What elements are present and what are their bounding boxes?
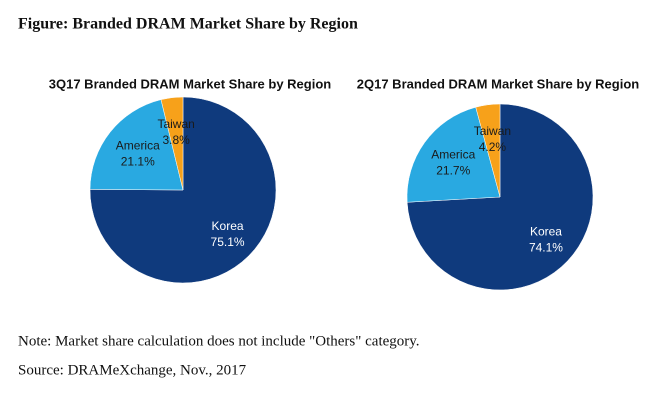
slice-label: Taiwan: [157, 117, 194, 131]
slice-value-label: 4.2%: [479, 140, 507, 154]
pie-slice: [89, 96, 277, 284]
chart-title: 2Q17 Branded DRAM Market Share by Region: [357, 76, 640, 91]
slice-label: Korea: [212, 219, 244, 233]
slice-label: America: [116, 138, 160, 152]
chart-title: 3Q17 Branded DRAM Market Share by Region: [49, 76, 332, 91]
slice-value-label: 3.8%: [162, 133, 190, 147]
slice-value-label: 74.1%: [529, 241, 563, 255]
slice-value-label: 21.7%: [436, 163, 470, 177]
slice-label: Korea: [530, 225, 562, 239]
pie-slice: [475, 103, 501, 198]
source: Source: DRAMeXchange, Nov., 2017: [18, 362, 247, 378]
pie-slice: [89, 99, 184, 191]
figure-title: Figure: Branded DRAM Market Share by Reg…: [18, 16, 358, 33]
slice-label: Taiwan: [474, 124, 511, 138]
slice-value-label: 21.1%: [121, 154, 155, 168]
note: Note: Market share calculation does not …: [18, 333, 420, 349]
slice-label: America: [431, 147, 475, 161]
pie-slice: [406, 106, 501, 203]
pie-slice: [160, 96, 184, 191]
slice-value-label: 75.1%: [211, 235, 245, 249]
